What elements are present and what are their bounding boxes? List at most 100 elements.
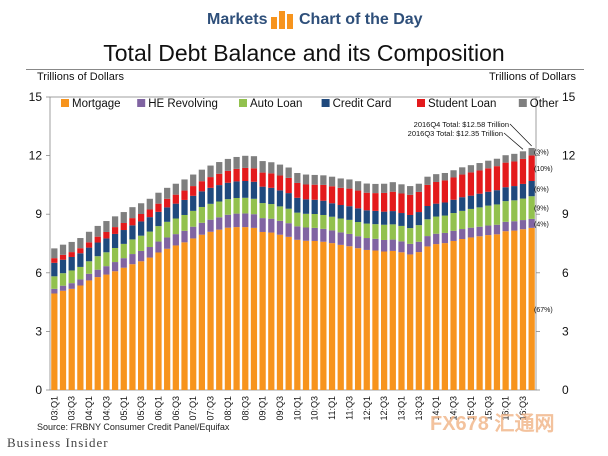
bar-segment-he-revolving: [259, 218, 266, 232]
y-tick-label-left: 9: [35, 207, 42, 221]
bar-segment-auto-loan: [441, 215, 448, 233]
bar-segment-he-revolving: [172, 234, 179, 246]
bar-segment-credit-card: [381, 211, 388, 225]
bar-segment-he-revolving: [146, 247, 153, 258]
bar-segment-mortgage: [328, 243, 336, 390]
bar-segment-auto-loan: [311, 214, 318, 228]
bar-segment-credit-card: [337, 205, 344, 219]
bar-segment-he-revolving: [224, 214, 232, 228]
bar-segment-mortgage: [216, 229, 223, 390]
bar-segment-credit-card: [441, 202, 448, 216]
legend-swatch: [321, 99, 330, 107]
bar-segment-auto-loan: [120, 243, 127, 259]
bar-segment-he-revolving: [181, 230, 188, 243]
x-tick-label: 07:Q3: [206, 396, 216, 421]
bar-segment-auto-loan: [207, 203, 214, 220]
y-axis-label-right: Trillions of Dollars: [488, 71, 576, 83]
bar-segment-auto-loan: [519, 198, 527, 221]
bar-segment-he-revolving: [450, 230, 457, 241]
bar-segment-mortgage: [111, 271, 119, 390]
bar-segment-credit-card: [259, 186, 266, 204]
legend-label: Student Loan: [428, 98, 496, 110]
bar-segment-mortgage: [320, 241, 327, 390]
bar-segment-other: [493, 158, 501, 167]
bar-segment-other: [433, 174, 440, 182]
bar-segment-credit-card: [146, 217, 153, 232]
bar-segment-mortgage: [467, 237, 475, 390]
bar-segment-student-loan: [372, 193, 379, 211]
y-tick-label-right: 3: [562, 324, 569, 338]
bar-segment-student-loan: [493, 166, 501, 191]
bar-segment-credit-card: [493, 190, 501, 205]
bar-segment-student-loan: [381, 192, 388, 212]
bar-segment-auto-loan: [285, 208, 292, 224]
bar-segment-other: [311, 174, 318, 185]
bar-segment-other: [372, 183, 379, 194]
bar-segment-student-loan: [77, 248, 84, 254]
bar-segment-credit-card: [511, 186, 518, 201]
bar-segment-he-revolving: [94, 269, 101, 278]
bar-segment-student-loan: [511, 161, 518, 187]
bar-segment-credit-card: [320, 200, 327, 215]
bar-segment-credit-card: [51, 262, 58, 277]
bar-segment-credit-card: [138, 221, 145, 236]
bar-segment-mortgage: [181, 242, 188, 390]
bar-segment-student-loan: [146, 209, 153, 218]
bar-segment-other: [146, 198, 153, 210]
bar-segment-mortgage: [103, 274, 110, 390]
bar-segment-mortgage: [459, 239, 466, 390]
bar-segment-he-revolving: [138, 250, 145, 262]
bar-segment-credit-card: [250, 181, 258, 199]
bar-segment-other: [85, 231, 93, 243]
bar-segment-other: [459, 167, 466, 175]
y-tick-label-left: 15: [29, 90, 43, 104]
bar-segment-he-revolving: [294, 226, 301, 240]
bar-segment-auto-loan: [198, 206, 205, 223]
chart-logo-icon: [271, 11, 293, 29]
y-tick-label-right: 6: [562, 266, 569, 280]
bar-segment-credit-card: [415, 212, 422, 226]
bar-segment-student-loan: [138, 214, 145, 222]
bar-segment-mortgage: [450, 240, 457, 390]
bar-segment-student-loan: [198, 181, 205, 192]
bar-segment-auto-loan: [450, 213, 457, 231]
bar-segment-auto-loan: [467, 208, 475, 228]
bar-segment-mortgage: [381, 251, 388, 390]
bar-segment-student-loan: [259, 172, 266, 187]
bar-segment-student-loan: [164, 198, 171, 208]
bar-segment-student-loan: [354, 190, 362, 209]
bar-segment-student-loan: [294, 182, 301, 198]
bar-segment-he-revolving: [233, 213, 240, 228]
bar-segment-student-loan: [450, 177, 457, 200]
bar-segment-student-loan: [528, 155, 535, 181]
bar-segment-mortgage: [68, 288, 75, 390]
bar-segment-student-loan: [337, 187, 344, 206]
bar-segment-he-revolving: [216, 217, 223, 230]
x-tick-label: 15:Q3: [483, 396, 493, 421]
bar-segment-credit-card: [328, 203, 336, 217]
bar-segment-student-loan: [311, 184, 318, 200]
bar-segment-other: [59, 244, 67, 255]
bar-segment-student-loan: [181, 190, 188, 200]
bar-segment-auto-loan: [181, 214, 188, 231]
bar-segment-he-revolving: [68, 283, 75, 289]
bar-segment-credit-card: [459, 197, 466, 211]
bar-segment-student-loan: [519, 158, 527, 184]
bar-segment-credit-card: [433, 203, 440, 217]
bar-segment-mortgage: [372, 250, 379, 390]
bar-segment-auto-loan: [389, 224, 396, 240]
bar-segment-other: [111, 216, 119, 228]
bar-segment-student-loan: [433, 181, 440, 204]
bar-segment-student-loan: [103, 231, 110, 239]
bar-segment-other: [155, 192, 162, 204]
bar-segment-he-revolving: [407, 243, 414, 255]
bar-segment-auto-loan: [85, 261, 93, 274]
bar-segment-credit-card: [233, 181, 240, 198]
x-tick-label: 06:Q1: [153, 396, 163, 421]
bar-segment-he-revolving: [320, 228, 327, 242]
bar-segment-other: [138, 203, 145, 215]
x-tick-label: 03:Q3: [67, 396, 77, 421]
bar-segment-other: [259, 161, 266, 173]
bar-segment-auto-loan: [407, 228, 414, 244]
bar-segment-mortgage: [250, 227, 258, 390]
